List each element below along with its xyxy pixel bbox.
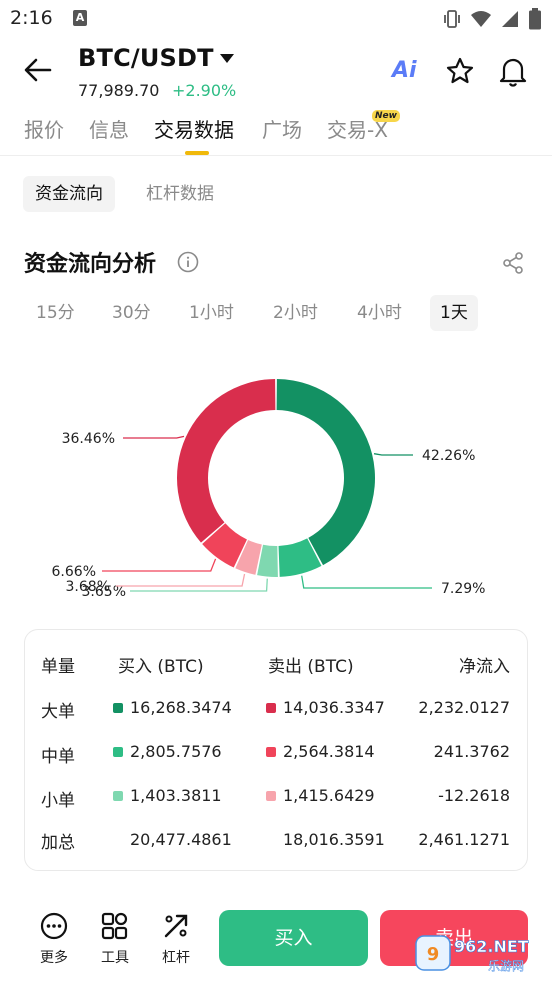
slice-label-large-buy: 42.26% <box>422 448 475 464</box>
back-arrow-icon[interactable] <box>22 56 54 84</box>
slice-medium-buy <box>278 538 322 577</box>
watermark-sub: 乐游网 <box>488 959 524 973</box>
slice-label-small-sell: 3.68% <box>66 579 110 595</box>
row-medium-label: 中单 <box>41 747 75 767</box>
small-buy: 1,403.3811 <box>130 786 222 805</box>
slice-small-buy <box>257 544 278 577</box>
large-net: 2,232.0127 <box>418 698 510 717</box>
status-bar: 2:16 A <box>0 0 552 38</box>
more-button[interactable]: 更多 <box>34 912 74 967</box>
leader-line-small-sell <box>116 573 246 587</box>
tab-quotes[interactable]: 报价 <box>24 118 64 142</box>
small-sell-swatch <box>266 791 276 801</box>
slice-small-sell <box>235 539 262 575</box>
donut-svg: 42.26% 7.29% 3.65%3.68%6.66% 36.46% <box>52 379 485 600</box>
svg-text:9: 9 <box>427 944 440 965</box>
fund-flow-table: 单量 买入 (BTC) 卖出 (BTC) 净流入 大单 16,268.3474 … <box>24 629 528 871</box>
large-buy-swatch <box>113 703 123 713</box>
period-15m[interactable]: 15分 <box>36 303 75 323</box>
header-net: 净流入 <box>459 657 510 677</box>
period-1d[interactable]: 1天 <box>430 295 478 331</box>
subtab-leverage-data[interactable]: 杠杆数据 <box>146 184 214 204</box>
buy-button[interactable]: 买入 <box>219 910 368 966</box>
ai-button[interactable]: Ai <box>392 58 417 83</box>
period-30m[interactable]: 30分 <box>112 303 151 323</box>
status-icons <box>442 8 542 30</box>
period-2h[interactable]: 2小时 <box>273 303 318 323</box>
medium-net: 241.3762 <box>433 742 510 761</box>
slice-large-sell <box>177 379 276 543</box>
leverage-button[interactable]: 杠杆 <box>156 912 196 967</box>
header-buy: 买入 (BTC) <box>118 657 204 677</box>
active-tab-indicator <box>185 151 209 155</box>
leader-line-medium-sell <box>102 558 217 572</box>
leader-line-small-buy <box>130 578 268 592</box>
slice-label-small-buy: 3.65% <box>82 584 126 600</box>
share-icon[interactable] <box>501 251 525 275</box>
slice-label-medium-buy: 7.29% <box>441 581 485 597</box>
period-1h[interactable]: 1小时 <box>189 303 234 323</box>
medium-sell-swatch <box>266 747 276 757</box>
medium-buy-swatch <box>113 747 123 757</box>
bell-icon[interactable] <box>498 55 528 87</box>
more-icon <box>40 912 68 940</box>
slice-large-buy <box>276 379 375 566</box>
large-sell-swatch <box>266 703 276 713</box>
watermark-brand: 962.NET <box>454 937 529 956</box>
fund-flow-donut-chart: 42.26% 7.29% 3.65% 3.68% 6.66% 36.46% <box>0 360 552 620</box>
wifi-icon <box>471 11 491 27</box>
pair-dropdown-caret-icon[interactable] <box>220 54 234 63</box>
more-label: 更多 <box>40 950 68 966</box>
pair-title[interactable]: BTC/USDT <box>78 44 214 72</box>
header-sell: 卖出 (BTC) <box>268 657 354 677</box>
header-size: 单量 <box>41 657 75 677</box>
total-buy: 20,477.4861 <box>130 830 232 849</box>
last-price: 77,989.70 <box>78 81 160 100</box>
status-time: 2:16 <box>10 7 53 29</box>
watermark-logo: 9 962.NET 乐游网 <box>415 935 529 973</box>
row-total-label: 加总 <box>41 833 75 853</box>
leader-line-medium-buy <box>301 575 432 589</box>
total-net: 2,461.1271 <box>418 830 510 849</box>
slice-label-large-sell: 36.46% <box>62 431 115 447</box>
small-sell: 1,415.6429 <box>283 786 375 805</box>
price-change: +2.90% <box>172 81 237 100</box>
section-title: 资金流向分析 <box>24 252 157 277</box>
period-4h[interactable]: 4小时 <box>357 303 402 323</box>
slice-medium-sell <box>202 523 247 568</box>
large-sell: 14,036.3347 <box>283 698 385 717</box>
vibrate-icon <box>444 10 460 28</box>
leader-line-large-sell <box>123 435 185 439</box>
tab-trade-x[interactable]: 交易-X <box>327 118 388 142</box>
notification-icon: A <box>73 10 87 26</box>
header: BTC/USDT 77,989.70 +2.90% Ai <box>0 38 552 106</box>
leverage-label: 杠杆 <box>162 950 190 966</box>
tools-icon <box>101 912 128 940</box>
battery-icon <box>529 8 541 30</box>
new-badge: New <box>372 110 400 122</box>
total-sell: 18,016.3591 <box>283 830 385 849</box>
tools-button[interactable]: 工具 <box>95 912 135 967</box>
medium-sell: 2,564.3814 <box>283 742 375 761</box>
tab-info[interactable]: 信息 <box>89 118 129 142</box>
medium-buy: 2,805.7576 <box>130 742 222 761</box>
leverage-icon <box>164 914 188 938</box>
tab-square[interactable]: 广场 <box>262 118 302 142</box>
tools-label: 工具 <box>101 950 129 966</box>
row-small-label: 小单 <box>41 791 75 811</box>
sell-button[interactable]: 卖出 <box>380 910 528 966</box>
main-tabs: 报价 信息 交易数据 广场 交易-X New <box>0 108 552 156</box>
small-buy-swatch <box>113 791 123 801</box>
subtab-fund-flow[interactable]: 资金流向 <box>23 176 115 212</box>
large-buy: 16,268.3474 <box>130 698 232 717</box>
info-icon[interactable] <box>177 251 199 273</box>
leader-line-large-buy <box>373 453 413 456</box>
signal-icon <box>502 11 518 27</box>
bottom-action-bar: 更多 工具 杠杆 买入 卖出 <box>0 896 552 981</box>
row-large-label: 大单 <box>41 702 75 722</box>
star-icon[interactable] <box>445 56 475 86</box>
slice-label-medium-sell: 6.66% <box>52 564 96 580</box>
tab-trading-data[interactable]: 交易数据 <box>154 118 234 142</box>
small-net: -12.2618 <box>438 786 510 805</box>
